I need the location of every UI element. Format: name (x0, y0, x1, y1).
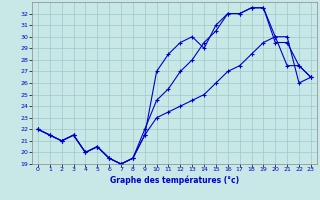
X-axis label: Graphe des températures (°c): Graphe des températures (°c) (110, 175, 239, 185)
